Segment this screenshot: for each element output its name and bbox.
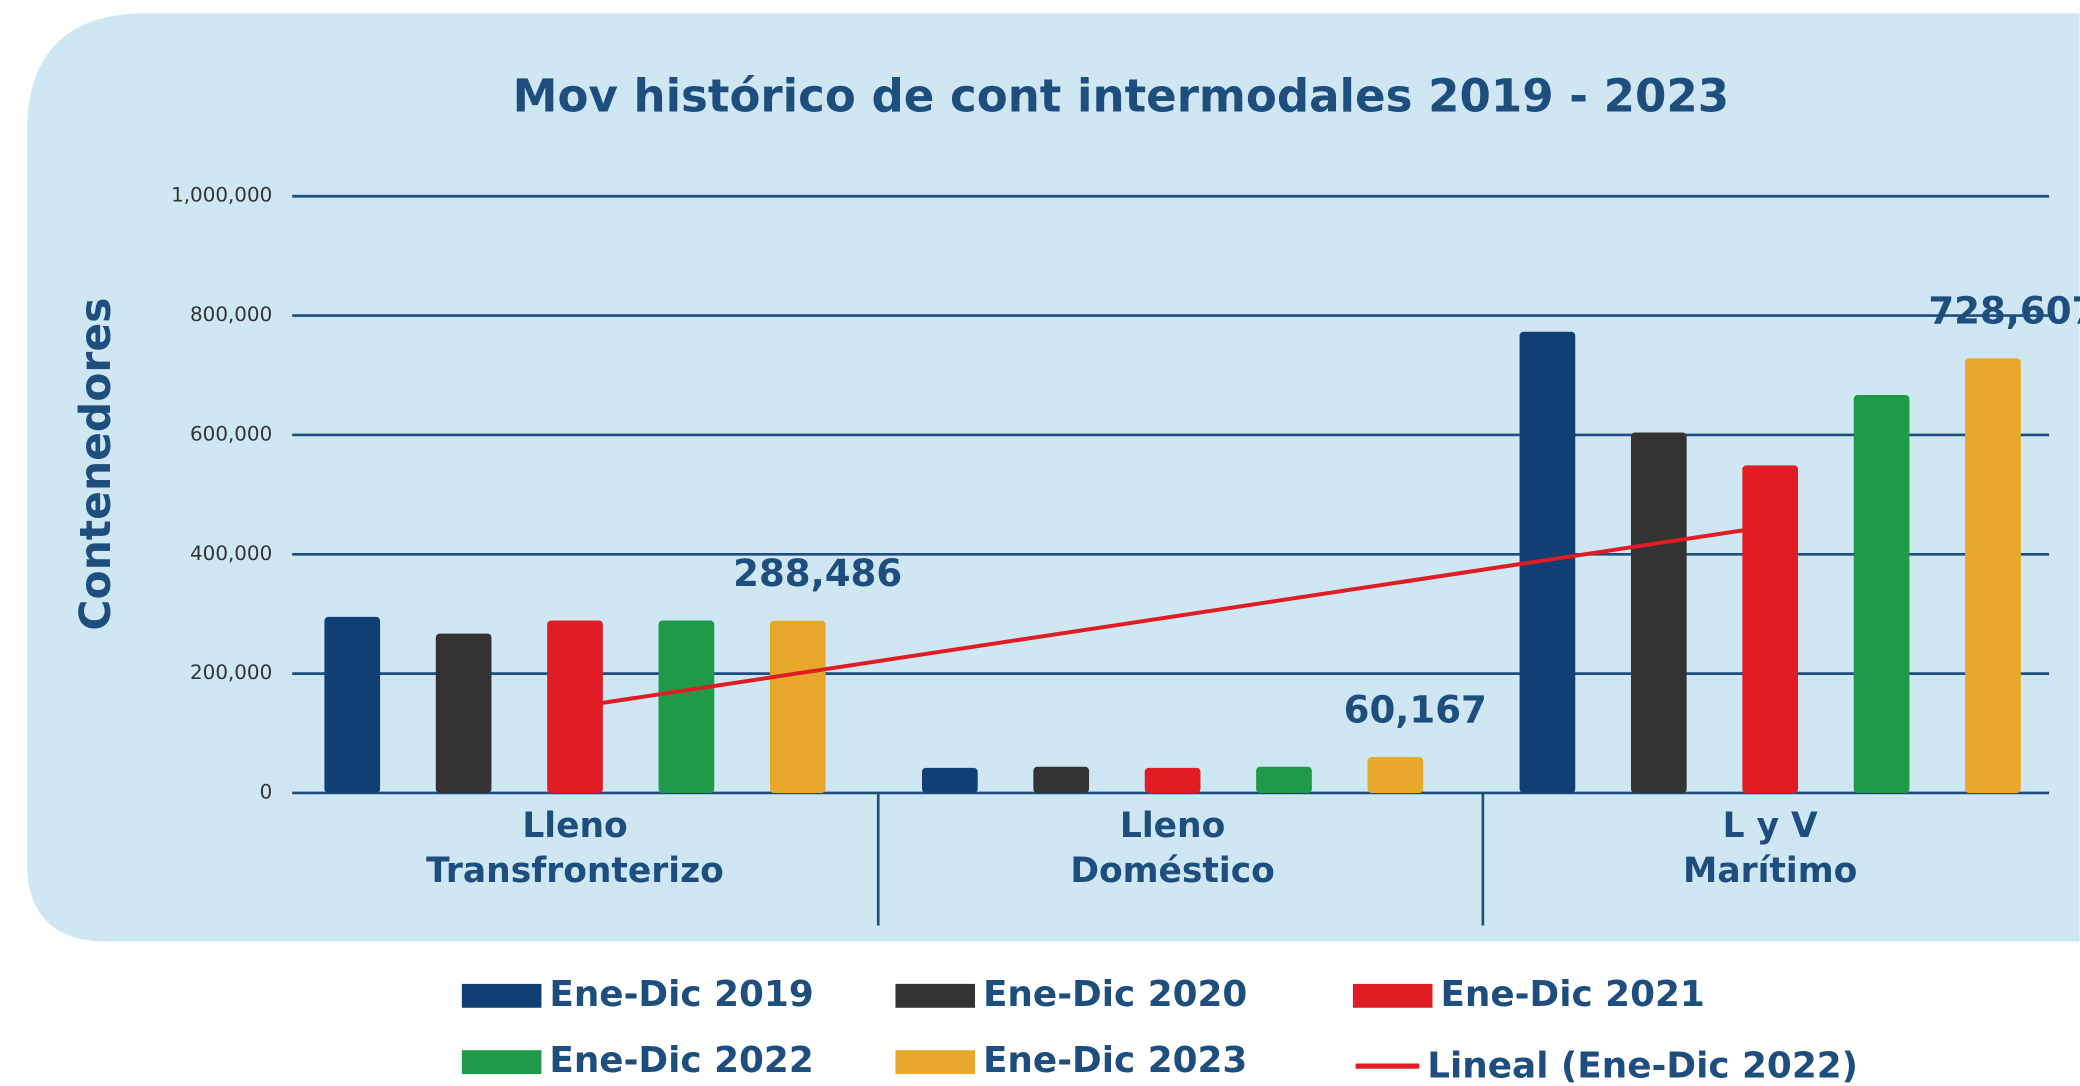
bar xyxy=(1144,767,1201,793)
x-tick-label: L y V xyxy=(1723,806,1818,846)
legend-swatch xyxy=(461,1050,542,1075)
bar xyxy=(1965,358,2021,793)
bar xyxy=(1519,331,1576,793)
bar xyxy=(658,620,715,793)
legend-swatch xyxy=(1352,983,1433,1008)
legend-swatch xyxy=(895,983,976,1008)
data-label: 728,607 xyxy=(1928,290,2080,333)
x-tick-label: Lleno xyxy=(1120,806,1225,846)
bar xyxy=(1367,757,1424,793)
y-tick-label: 1,000,000 xyxy=(171,184,272,207)
bar xyxy=(1256,766,1312,793)
bar xyxy=(324,616,381,793)
legend-label: Ene-Dic 2021 xyxy=(1440,974,1704,1015)
legend-label: Ene-Dic 2020 xyxy=(983,974,1247,1015)
bar xyxy=(921,767,978,793)
legend-label: Ene-Dic 2019 xyxy=(549,974,813,1015)
chart-title: Mov histórico de cont intermodales 2019 … xyxy=(513,69,1730,122)
bar xyxy=(1853,394,1910,793)
bar xyxy=(1742,465,1799,793)
y-axis-label: Contenedores xyxy=(72,298,121,631)
legend-swatch xyxy=(895,1050,976,1075)
data-label: 288,486 xyxy=(733,552,902,595)
legend-label: Lineal (Ene-Dic 2022) xyxy=(1427,1045,1858,1086)
legend-label: Ene-Dic 2023 xyxy=(983,1040,1247,1081)
data-label: 60,167 xyxy=(1344,688,1487,731)
x-tick-label: Doméstico xyxy=(1070,851,1275,891)
y-tick-label: 600,000 xyxy=(190,422,272,445)
bar xyxy=(1630,432,1687,793)
y-tick-label: 800,000 xyxy=(190,303,272,326)
x-tick-label: Transfronterizo xyxy=(426,851,724,891)
x-tick-label: Marítimo xyxy=(1683,851,1857,891)
bar xyxy=(435,633,492,793)
legend-swatch xyxy=(461,983,542,1008)
legend-label: Ene-Dic 2022 xyxy=(549,1040,813,1081)
y-tick-label: 400,000 xyxy=(190,542,272,565)
y-tick-label: 200,000 xyxy=(190,661,272,684)
y-tick-label: 0 xyxy=(260,780,273,803)
trendline xyxy=(574,524,1771,709)
bar xyxy=(1033,766,1090,793)
bar xyxy=(769,620,826,793)
x-tick-label: Lleno xyxy=(522,806,627,846)
